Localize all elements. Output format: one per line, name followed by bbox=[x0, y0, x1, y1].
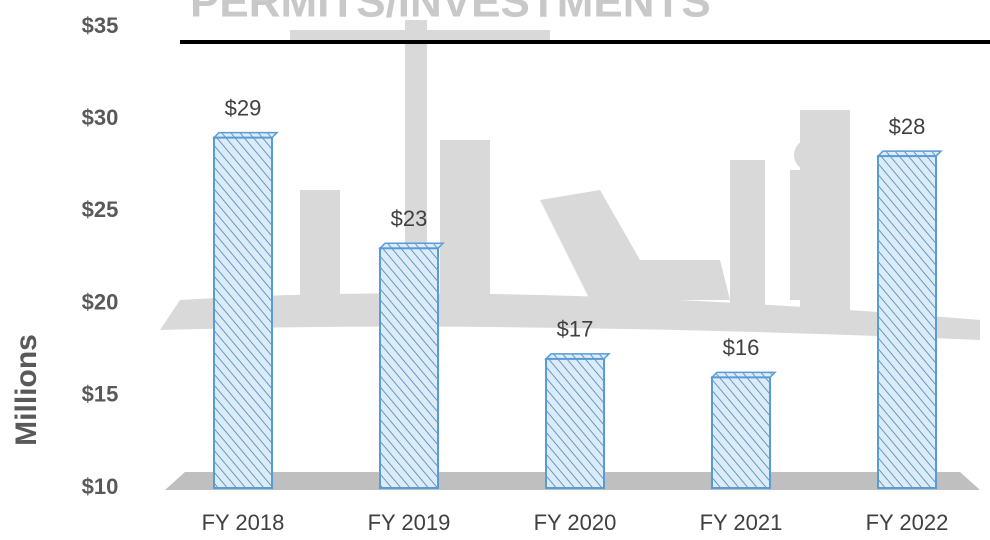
x-tick-label: FY 2018 bbox=[202, 510, 285, 535]
y-tick-label: $10 bbox=[82, 474, 119, 499]
chart-title: PERMITS/INVESTMENTS bbox=[190, 0, 711, 27]
y-tick-label: $20 bbox=[82, 289, 119, 314]
background-silhouette bbox=[160, 20, 980, 340]
x-tick-label: FY 2019 bbox=[368, 510, 451, 535]
y-axis-label: Millions bbox=[10, 334, 43, 446]
x-tick-label: FY 2020 bbox=[534, 510, 617, 535]
y-tick-label: $35 bbox=[82, 13, 119, 38]
bar bbox=[379, 247, 439, 489]
y-tick-label: $25 bbox=[82, 197, 119, 222]
bar bbox=[711, 376, 771, 489]
data-label: $16 bbox=[723, 335, 760, 360]
data-label: $23 bbox=[391, 206, 428, 231]
y-tick-label: $15 bbox=[82, 382, 119, 407]
bar bbox=[213, 136, 273, 489]
bar bbox=[877, 155, 937, 490]
x-tick-label: FY 2021 bbox=[700, 510, 783, 535]
x-tick-label: FY 2022 bbox=[866, 510, 949, 535]
data-label: $29 bbox=[225, 95, 262, 120]
y-tick-label: $30 bbox=[82, 105, 119, 130]
data-label: $28 bbox=[889, 114, 926, 139]
bar bbox=[545, 357, 605, 490]
data-label: $17 bbox=[557, 317, 594, 342]
